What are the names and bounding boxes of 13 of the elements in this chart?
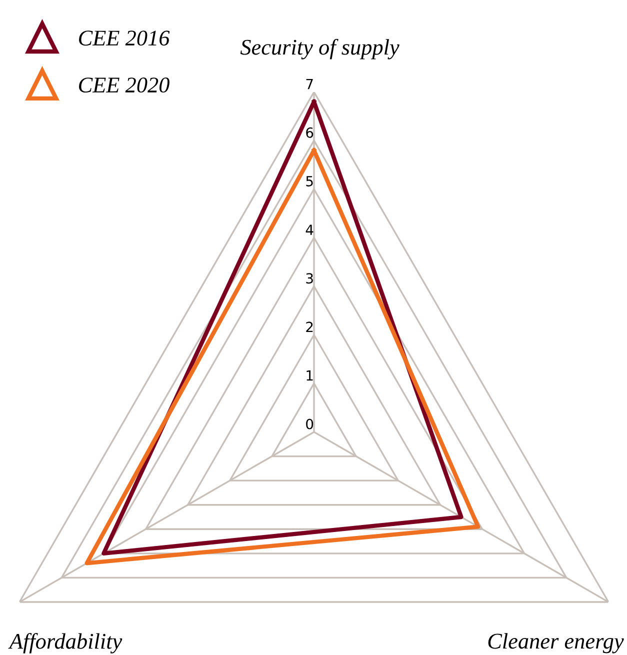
spoke-label: Security of supply xyxy=(240,38,400,60)
y-tick-label: 6 xyxy=(306,127,314,138)
legend-label: CEE 2020 xyxy=(79,78,170,93)
y-tick-label: 5 xyxy=(306,176,313,186)
y-tick-label: 2 xyxy=(306,322,313,332)
y-tick-label: 7 xyxy=(306,78,313,90)
y-tick-label: 0 xyxy=(306,418,314,430)
y-tick-label: 1 xyxy=(306,370,313,381)
y-tick-label: 4 xyxy=(306,224,314,235)
y-tick-label: 3 xyxy=(306,273,313,284)
spoke-label: Cleaner energy xyxy=(488,633,624,654)
legend-label: CEE 2016 xyxy=(79,30,170,46)
spoke-label: Affordability xyxy=(8,632,122,654)
